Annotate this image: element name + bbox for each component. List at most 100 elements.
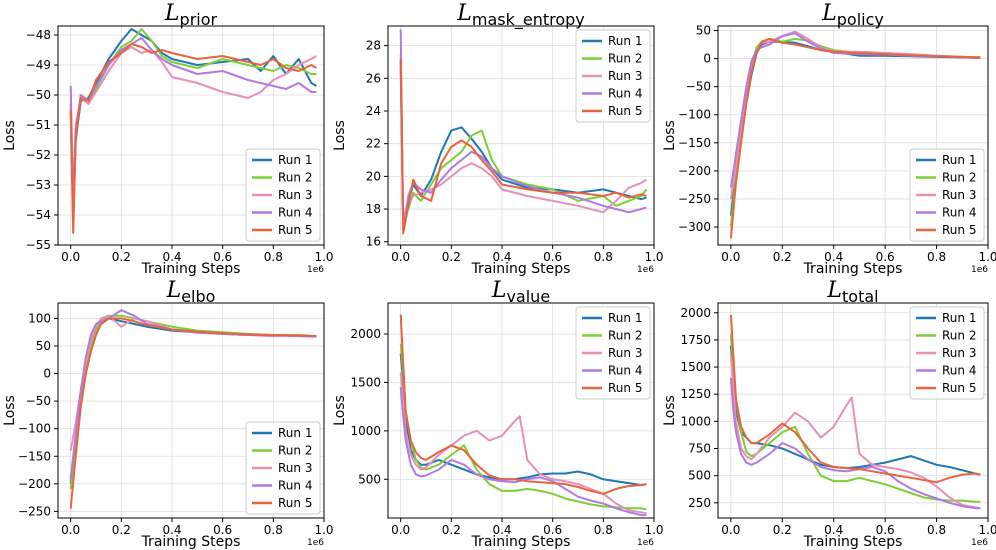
legend-label-run-3: Run 3 <box>942 188 976 202</box>
legend: Run 1 Run 2 Run 3 Run 4 Run 5 <box>909 306 985 400</box>
legend-box <box>575 29 651 123</box>
x-tick-label: 0.4 <box>824 250 843 264</box>
x-tick-label: 0.8 <box>594 250 613 264</box>
legend-label-run-5: Run 5 <box>608 104 642 118</box>
x-tick-label: 0.2 <box>442 523 461 537</box>
x-offset-label: 1e6 <box>637 538 654 548</box>
y-tick-label: 2000 <box>350 327 381 341</box>
series-line-run-4 <box>69 37 317 204</box>
title-script-letter: L <box>166 278 182 303</box>
chart-title: Lprior <box>164 1 218 29</box>
title-subscript: policy <box>837 10 884 29</box>
y-tick-label: −250 <box>678 192 711 206</box>
legend-label-run-5: Run 5 <box>278 496 312 510</box>
x-tick-label: 1.0 <box>644 250 663 264</box>
x-tick-label: 0.0 <box>61 523 80 537</box>
plot-frame <box>387 302 655 519</box>
legend: Run 1 Run 2 Run 3 Run 4 Run 5 <box>909 148 985 242</box>
y-tick-label: 50 <box>36 339 51 353</box>
legend-label-run-4: Run 4 <box>942 206 976 220</box>
y-tick-label: 22 <box>366 137 381 151</box>
y-tick-label: 1000 <box>680 414 711 428</box>
title-subscript: total <box>842 287 879 306</box>
x-tick-label: 0.6 <box>213 523 232 537</box>
legend-label-run-1: Run 1 <box>608 311 642 325</box>
plot-frame <box>717 302 989 519</box>
legend-label-run-3: Run 3 <box>608 346 642 360</box>
series-line-run-1 <box>399 61 647 227</box>
chart-title: Lmask_entropy <box>456 1 585 30</box>
legend-label-run-4: Run 4 <box>278 206 312 220</box>
y-tick-label: 1000 <box>350 424 381 438</box>
x-tick-label: 1.0 <box>314 250 333 264</box>
y-tick-label: −49 <box>26 58 51 72</box>
title-subscript: mask_entropy <box>472 10 585 30</box>
legend-label-run-2: Run 2 <box>278 171 312 185</box>
plot-frame <box>57 25 325 246</box>
series-line-run-3 <box>399 372 647 515</box>
x-offset-label: 1e6 <box>971 265 988 275</box>
legend-label-run-2: Run 2 <box>608 52 642 66</box>
x-tick-label: 1.0 <box>314 523 333 537</box>
y-tick-label: 750 <box>688 442 711 456</box>
y-tick-label: −50 <box>26 88 51 102</box>
y-tick-label: −51 <box>26 118 51 132</box>
chart-title: Lelbo <box>166 278 216 306</box>
legend-label-run-2: Run 2 <box>942 329 976 343</box>
x-tick-label: 0.0 <box>391 250 410 264</box>
y-axis-label: Loss <box>2 120 18 151</box>
y-tick-label: −52 <box>26 148 51 162</box>
x-tick-label: 0.0 <box>721 250 740 264</box>
x-tick-label: 0.4 <box>492 523 511 537</box>
x-tick-label: 0.8 <box>927 250 946 264</box>
y-axis-label: Loss <box>332 120 348 151</box>
y-tick-label: 2000 <box>680 306 711 320</box>
chart-panel-total: 0.0 0.2 0.4 0.6 0.8 1.0 250 500 750 1000 1250 1500 1… <box>662 278 996 550</box>
chart-title: Lpolicy <box>821 1 884 29</box>
chart-title: Ltotal <box>826 278 878 306</box>
y-axis-label: Loss <box>2 395 18 426</box>
series-line-run-5 <box>729 314 981 484</box>
series-line-run-3 <box>399 53 647 219</box>
y-tick-label: −48 <box>26 28 51 42</box>
x-axis-label: Training Steps <box>471 534 571 550</box>
chart-panel-value: 0.0 0.2 0.4 0.6 0.8 1.0 500 1000 1500 2000 1e6 Trai… <box>332 278 664 550</box>
x-axis-label: Training Steps <box>471 261 571 277</box>
x-tick-label: 0.0 <box>721 523 740 537</box>
chart-panel-policy: 0.0 0.2 0.4 0.6 0.8 1.0 −300 −250 −200 −150 −100 −5… <box>662 1 996 277</box>
legend-label-run-4: Run 4 <box>278 479 312 493</box>
legend-label-run-1: Run 1 <box>942 311 976 325</box>
legend-label-run-2: Run 2 <box>278 444 312 458</box>
plot-frame <box>717 25 989 246</box>
legend: Run 1 Run 2 Run 3 Run 4 Run 5 <box>245 421 321 515</box>
y-tick-label: −200 <box>678 164 711 178</box>
legend-label-run-3: Run 3 <box>608 69 642 83</box>
legend-label-run-4: Run 4 <box>608 364 642 378</box>
x-tick-label: 0.2 <box>773 250 792 264</box>
series-line-run-4 <box>729 377 981 510</box>
x-tick-label: 0.6 <box>876 523 895 537</box>
x-tick-label: 0.6 <box>543 250 562 264</box>
series-line-run-3 <box>69 46 317 198</box>
y-tick-label: −50 <box>686 80 711 94</box>
legend-label-run-5: Run 5 <box>278 223 312 237</box>
x-tick-label: 0.4 <box>162 250 181 264</box>
legend-label-run-1: Run 1 <box>942 153 976 167</box>
x-tick-label: 0.0 <box>61 250 80 264</box>
series-line-run-2 <box>399 343 647 511</box>
series-line-run-5 <box>69 317 317 509</box>
x-tick-label: 0.2 <box>773 523 792 537</box>
y-axis-label: Loss <box>662 120 678 151</box>
legend-label-run-4: Run 4 <box>608 87 642 101</box>
x-tick-label: 0.6 <box>213 250 232 264</box>
y-tick-label: 26 <box>366 71 381 85</box>
title-script-letter: L <box>826 278 842 303</box>
title-script-letter: L <box>821 1 837 26</box>
x-tick-label: 0.6 <box>876 250 895 264</box>
y-tick-label: 100 <box>28 311 51 325</box>
y-tick-label: 16 <box>366 235 381 249</box>
x-tick-label: 0.2 <box>442 250 461 264</box>
x-tick-label: 1.0 <box>644 523 663 537</box>
legend-label-run-3: Run 3 <box>942 346 976 360</box>
x-tick-label: 0.8 <box>594 523 613 537</box>
